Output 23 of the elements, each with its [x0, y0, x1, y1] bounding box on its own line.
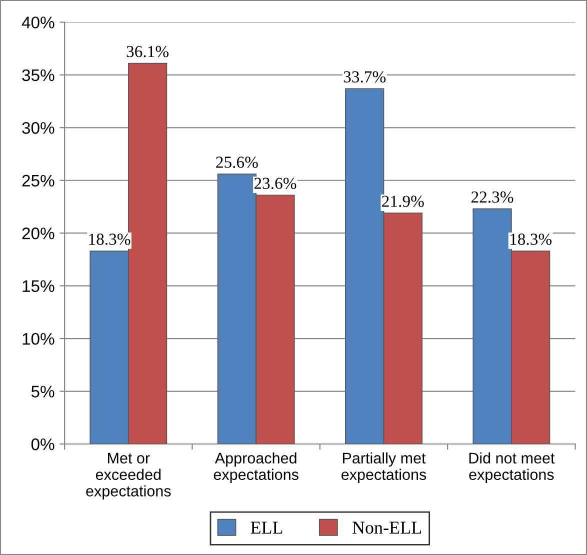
legend-label: ELL: [250, 522, 282, 534]
y-tick-label: 25%: [22, 174, 54, 187]
data-label: 18.3%: [89, 234, 130, 245]
data-label: 23.6%: [254, 178, 296, 190]
x-tick-label: Approached expectations: [214, 452, 298, 484]
y-tick-label: 0%: [31, 438, 54, 450]
data-label: 22.3%: [471, 191, 514, 203]
data-label: 18.3%: [510, 234, 552, 245]
y-tick-label: 15%: [22, 280, 54, 292]
y-tick-label: 40%: [22, 16, 54, 28]
x-tick-label: Met or exceeded expectations: [86, 452, 171, 500]
data-label: 25.6%: [216, 156, 258, 168]
data-label: 33.7%: [344, 71, 386, 83]
y-tick-label: 30%: [22, 122, 54, 134]
y-tick-label: 35%: [22, 69, 54, 82]
y-tick-label: 10%: [22, 332, 54, 345]
legend-label: Non-ELL: [352, 522, 422, 534]
x-tick-label: Partially met expectations: [342, 452, 426, 484]
x-tick-label: Did not meet expectations: [469, 452, 555, 484]
data-label: 36.1%: [126, 46, 169, 58]
y-tick-label: 20%: [22, 228, 54, 240]
y-tick-label: 5%: [31, 386, 54, 398]
data-label: 21.9%: [382, 196, 424, 207]
